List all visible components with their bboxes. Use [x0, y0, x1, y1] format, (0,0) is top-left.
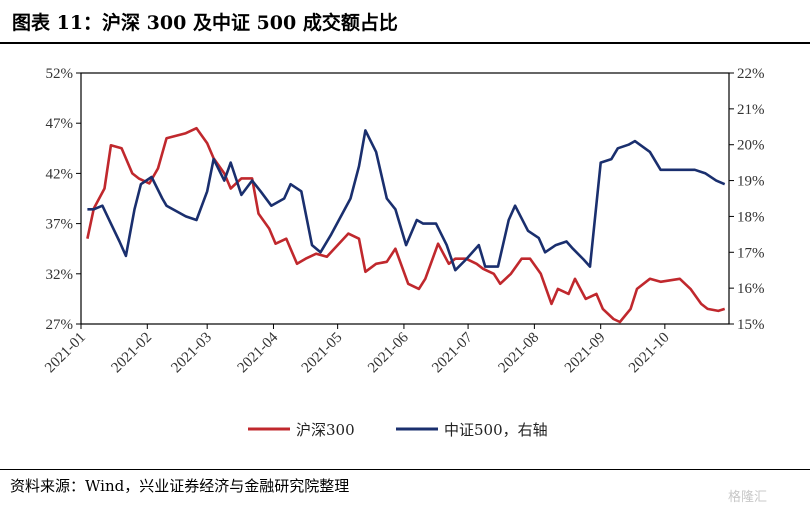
chart-axes: 27% 32% 37% 42% 47% 52% 15% 16% 17% 18% 19% 20% 21% 2… [42, 66, 764, 376]
chart-legend: 沪深300 中证500，右轴 [248, 421, 548, 439]
watermark-logo: 格隆汇 [728, 490, 768, 505]
chart-series [86, 126, 726, 324]
legend-label-zz500: 中证500，右轴 [444, 421, 548, 439]
source-note: 资料来源：Wind，兴业证券经济与金融研究院整理 [10, 477, 350, 495]
x-tick-label: 2021-08 [496, 330, 543, 377]
x-tick-label: 2021-10 [626, 330, 673, 377]
right-tick-label: 15% [737, 317, 765, 333]
series-line-hs300 [86, 126, 726, 324]
left-tick-label: 32% [46, 267, 74, 283]
legend-label-hs300: 沪深300 [296, 421, 355, 439]
x-tick-label: 2021-03 [168, 330, 215, 377]
left-tick-label: 52% [46, 66, 74, 82]
right-tick-label: 17% [737, 245, 765, 261]
x-tick-label: 2021-09 [562, 330, 609, 377]
series-line-zz500 [87, 129, 726, 272]
right-tick-label: 18% [737, 209, 765, 225]
chart-title: 图表 11：沪深 300 及中证 500 成交额占比 [12, 12, 398, 34]
x-tick-label: 2021-07 [429, 329, 476, 376]
left-tick-label: 47% [46, 116, 74, 132]
right-tick-label: 22% [737, 66, 765, 82]
plot-frame [80, 72, 730, 325]
right-tick-label: 20% [737, 138, 765, 154]
x-tick-label: 2021-04 [235, 329, 282, 376]
title-divider [0, 42, 810, 44]
left-tick-label: 27% [46, 317, 74, 333]
left-tick-label: 42% [46, 166, 74, 182]
source-divider [0, 469, 810, 470]
right-tick-label: 21% [737, 102, 765, 118]
x-tick-label: 2021-05 [299, 330, 346, 377]
x-tick-label: 2021-06 [365, 329, 412, 376]
x-tick-label: 2021-02 [108, 330, 155, 377]
right-tick-label: 16% [737, 281, 765, 297]
x-tick-label: 2021-01 [42, 330, 89, 377]
right-tick-label: 19% [737, 174, 765, 190]
left-tick-label: 37% [46, 217, 74, 233]
